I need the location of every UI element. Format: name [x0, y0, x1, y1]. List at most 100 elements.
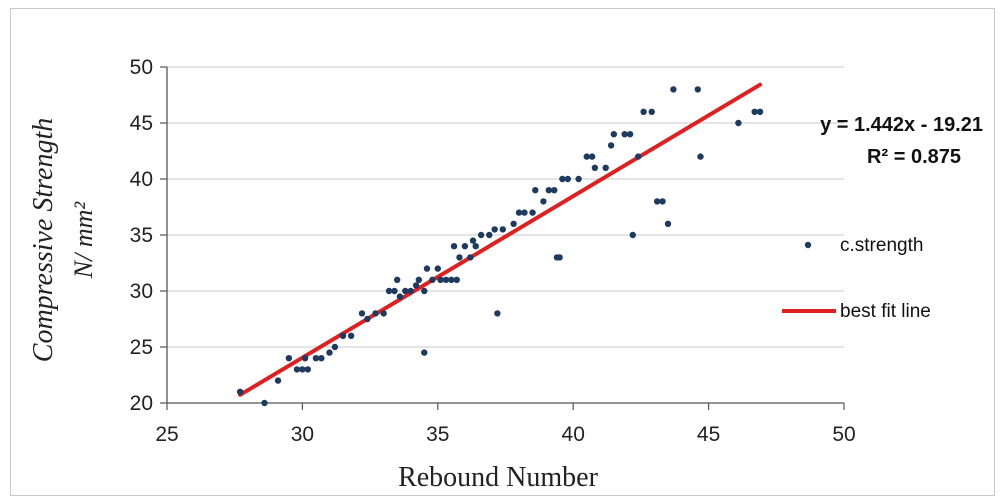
data-point-57 — [564, 175, 571, 183]
data-point-26 — [421, 287, 428, 295]
data-point-34 — [450, 243, 458, 250]
x-tick-label: 40 — [562, 423, 585, 446]
data-point-24 — [412, 282, 420, 289]
x-tick-label: 25 — [155, 423, 178, 446]
y-tick-label: 20 — [130, 392, 153, 415]
data-point-25 — [415, 276, 423, 283]
data-point-47 — [515, 209, 523, 216]
fit-line-layer — [238, 82, 763, 397]
data-point-29 — [429, 276, 436, 283]
data-point-79 — [756, 108, 764, 116]
r-squared-label: R² = 0.875 — [867, 146, 961, 168]
data-point-56 — [559, 175, 566, 183]
data-point-36 — [456, 254, 463, 261]
data-point-14 — [358, 310, 366, 317]
data-point-72 — [659, 198, 666, 205]
data-point-39 — [469, 237, 477, 244]
y-tick-label: 35 — [130, 224, 153, 247]
data-point-5 — [299, 366, 306, 373]
data-point-22 — [402, 287, 409, 295]
data-point-44 — [494, 310, 501, 317]
data-point-37 — [461, 243, 469, 250]
data-point-52 — [545, 187, 553, 194]
data-point-1 — [261, 399, 268, 407]
legend-label-c-strength: c.strength — [840, 235, 923, 256]
data-point-38 — [467, 254, 474, 261]
data-point-32 — [442, 276, 450, 283]
data-point-35 — [453, 276, 460, 283]
y-axis-title: Compressive Strength N/ mm² — [28, 118, 98, 362]
data-point-28 — [423, 265, 431, 272]
data-point-48 — [521, 209, 528, 216]
data-point-10 — [326, 349, 333, 356]
data-point-59 — [583, 153, 590, 160]
data-point-60 — [588, 153, 596, 160]
data-point-65 — [621, 131, 628, 138]
data-point-49 — [529, 209, 536, 216]
data-point-74 — [670, 86, 677, 93]
data-point-21 — [396, 293, 404, 300]
y-tick-label: 40 — [130, 168, 153, 191]
data-point-77 — [735, 119, 742, 127]
data-point-9 — [318, 355, 325, 362]
y-tick-label: 50 — [130, 56, 153, 79]
data-point-0 — [236, 388, 244, 395]
data-point-70 — [648, 108, 655, 116]
x-tick-label: 50 — [832, 423, 855, 446]
x-tick-label: 35 — [426, 423, 449, 446]
data-point-27 — [421, 349, 428, 356]
data-point-8 — [312, 355, 320, 362]
data-point-7 — [304, 366, 312, 373]
data-point-73 — [664, 220, 672, 227]
x-tick-label: 45 — [697, 423, 720, 446]
y-axis-title-line1: Compressive Strength — [28, 118, 59, 362]
data-point-23 — [407, 287, 414, 295]
data-point-67 — [629, 231, 636, 239]
data-point-63 — [607, 142, 615, 149]
best-fit-line — [238, 82, 763, 397]
data-point-3 — [285, 355, 293, 362]
legend-label-best-fit-line: best fit line — [840, 301, 931, 322]
regression-equation: y = 1.442x - 19.21 — [820, 114, 983, 136]
data-point-2 — [274, 377, 282, 384]
data-point-76 — [697, 153, 704, 160]
data-point-30 — [434, 265, 441, 272]
data-point-66 — [626, 131, 634, 138]
data-point-50 — [532, 187, 539, 194]
data-point-41 — [477, 231, 485, 239]
data-point-17 — [380, 310, 387, 317]
data-point-31 — [437, 276, 444, 283]
x-tick-label: 30 — [291, 423, 314, 446]
data-point-68 — [634, 153, 642, 160]
data-point-75 — [694, 86, 701, 93]
data-point-13 — [347, 332, 355, 339]
legend: c.strength best fit line — [782, 235, 931, 322]
legend-marker-c-strength — [804, 241, 812, 249]
data-point-18 — [385, 287, 393, 295]
data-point-6 — [301, 355, 309, 362]
data-point-12 — [339, 332, 347, 339]
x-axis-title: Rebound Number — [398, 462, 599, 493]
data-point-20 — [393, 276, 401, 283]
data-point-15 — [364, 315, 371, 323]
y-axis-title-line2: N/ mm² — [69, 201, 98, 280]
data-point-33 — [448, 276, 455, 283]
data-points — [236, 86, 764, 407]
data-point-45 — [499, 226, 506, 233]
data-point-40 — [472, 243, 479, 250]
data-point-43 — [491, 226, 498, 233]
y-tick-label: 30 — [130, 280, 153, 303]
data-point-51 — [540, 198, 547, 205]
data-point-71 — [653, 198, 661, 205]
y-tick-label: 45 — [130, 112, 153, 135]
data-point-64 — [610, 131, 618, 138]
data-point-58 — [575, 175, 582, 183]
y-tick-label: 25 — [130, 336, 153, 359]
data-point-11 — [331, 343, 339, 351]
data-point-53 — [551, 187, 558, 194]
data-point-69 — [640, 108, 647, 116]
data-point-46 — [510, 220, 517, 227]
axes — [160, 66, 845, 410]
